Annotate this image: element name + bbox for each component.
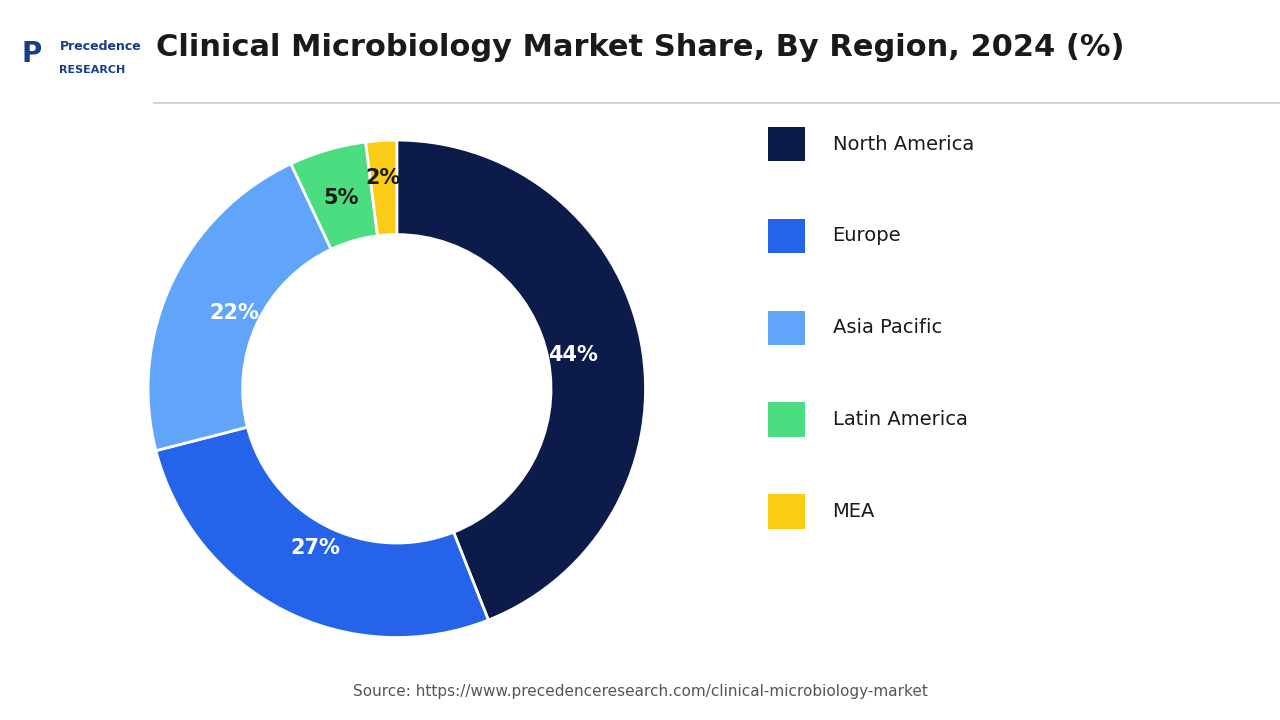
- Text: 5%: 5%: [324, 188, 358, 207]
- Text: 27%: 27%: [291, 539, 340, 559]
- Text: Precedence: Precedence: [59, 40, 141, 53]
- Text: North America: North America: [832, 135, 974, 153]
- Text: MEA: MEA: [832, 502, 876, 521]
- Text: Clinical Microbiology Market Share, By Region, 2024 (%): Clinical Microbiology Market Share, By R…: [156, 32, 1124, 62]
- FancyBboxPatch shape: [768, 127, 805, 161]
- FancyBboxPatch shape: [768, 219, 805, 253]
- Text: Asia Pacific: Asia Pacific: [832, 318, 942, 338]
- Text: 2%: 2%: [366, 168, 401, 188]
- FancyBboxPatch shape: [768, 402, 805, 437]
- Text: 22%: 22%: [210, 302, 260, 323]
- FancyBboxPatch shape: [768, 495, 805, 529]
- Text: P: P: [20, 40, 41, 68]
- Text: Source: https://www.precedenceresearch.com/clinical-microbiology-market: Source: https://www.precedenceresearch.c…: [352, 684, 928, 698]
- Text: 44%: 44%: [548, 346, 598, 365]
- FancyBboxPatch shape: [768, 310, 805, 345]
- Wedge shape: [148, 163, 332, 451]
- Text: Latin America: Latin America: [832, 410, 968, 429]
- Wedge shape: [366, 140, 397, 236]
- Text: RESEARCH: RESEARCH: [59, 65, 125, 75]
- Wedge shape: [397, 140, 645, 620]
- Wedge shape: [291, 142, 378, 249]
- Text: Europe: Europe: [832, 226, 901, 246]
- Wedge shape: [156, 427, 489, 637]
